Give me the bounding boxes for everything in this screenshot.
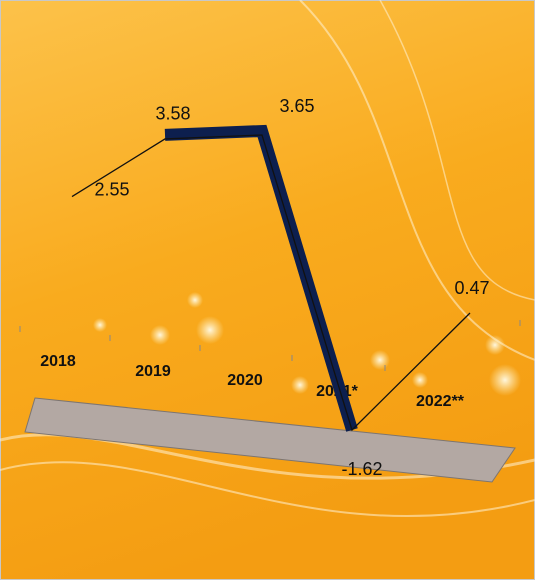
line bbox=[71, 134, 471, 432]
x-tick-label: 2020 bbox=[227, 372, 263, 389]
x-tick-label: 2019 bbox=[135, 363, 171, 380]
data-label: 2.55 bbox=[94, 179, 129, 199]
bokeh bbox=[93, 292, 521, 396]
floor bbox=[24, 397, 516, 483]
data-label: 3.58 bbox=[155, 104, 190, 124]
x-tick-label: 2018 bbox=[40, 353, 76, 370]
data-label: 3.65 bbox=[279, 96, 314, 116]
x-tick-label: 2022** bbox=[416, 393, 465, 410]
data-label: 0.47 bbox=[454, 278, 489, 298]
data-label: -1.62 bbox=[341, 459, 382, 479]
